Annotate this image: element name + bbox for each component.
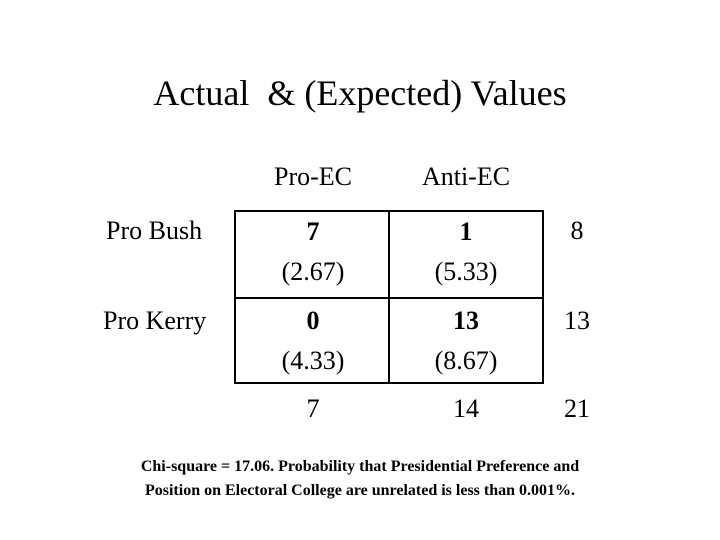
chi-square-note-line-2: Position on Electoral College are unrela… [144,482,576,499]
grand-total: 21 [564,394,590,423]
table-cell-kerry-pro-ec: 0 (4.33) [238,301,388,381]
row-label-pro-kerry: Pro Kerry [103,306,207,335]
actual-value: 1 [459,217,473,246]
column-header-pro-ec: Pro-EC [274,162,352,191]
row-label-pro-bush: Pro Bush [106,216,203,245]
table-column-divider [388,210,390,384]
table-cell-bush-anti-ec: 1 (5.33) [391,212,541,292]
expected-value: (8.67) [434,346,498,375]
slide-title: Actual & (Expected) Values [153,73,567,113]
actual-value: 13 [453,306,479,335]
actual-value: 0 [306,306,320,335]
table-cell-kerry-anti-ec: 13 (8.67) [391,301,541,381]
column-total-anti-ec: 14 [453,394,479,423]
table-cell-bush-pro-ec: 7 (2.67) [238,212,388,292]
row-total-kerry: 13 [564,306,590,335]
actual-value: 7 [306,217,320,246]
expected-value: (5.33) [434,257,498,286]
expected-value: (2.67) [281,257,345,286]
chi-square-note: Chi-square = 17.06. Probability that Pre… [0,455,720,503]
column-total-pro-ec: 7 [306,394,320,423]
column-header-anti-ec: Anti-EC [421,162,511,191]
expected-value: (4.33) [281,346,345,375]
row-total-bush: 8 [570,216,584,245]
chi-square-note-line-1: Chi-square = 17.06. Probability that Pre… [140,458,580,475]
